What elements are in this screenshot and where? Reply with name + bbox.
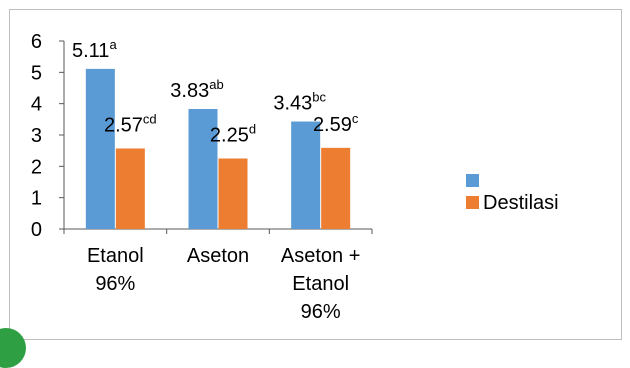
legend-swatch <box>466 174 479 187</box>
data-label: 3.43bc <box>273 90 326 115</box>
data-label: 2.57cd <box>104 111 157 136</box>
y-tick-label: 2 <box>31 156 42 178</box>
x-tick-label: Etanol <box>292 273 349 295</box>
y-tick-label: 1 <box>31 188 42 210</box>
axes: 0 1 2 3 4 5 6 Etanol 96% Aseton Aseton + Etanol 96% <box>31 31 373 323</box>
y-tick-label: 4 <box>31 94 42 116</box>
x-tick-label: Etanol <box>87 245 144 267</box>
x-tick-label: 96% <box>95 273 135 295</box>
data-label: 2.25d <box>210 122 256 147</box>
data-label: 3.83ab <box>170 77 223 102</box>
data-labels: 5.11a 3.83ab 3.43bc 2.57cd 2.25d 2.59c <box>72 37 359 147</box>
bar-series1 <box>291 121 321 229</box>
y-tick-label: 0 <box>31 219 42 241</box>
x-tick-label: Aseton + <box>281 245 361 267</box>
legend-swatch <box>466 196 479 209</box>
bar-destilasi <box>321 147 351 229</box>
bar-series1 <box>188 108 218 229</box>
y-tick-label: 5 <box>31 62 42 84</box>
x-tick-label: Aseton <box>187 245 249 267</box>
legend-label: Destilasi <box>483 192 559 214</box>
x-tick-label: 96% <box>301 301 341 323</box>
data-label: 2.59c <box>313 111 359 136</box>
y-tick-label: 3 <box>31 125 42 147</box>
bar-destilasi <box>218 158 248 229</box>
bar-series1 <box>85 68 115 230</box>
bar-destilasi <box>115 148 145 229</box>
legend: Destilasi <box>466 174 559 214</box>
y-tick-label: 6 <box>31 31 42 53</box>
data-label: 5.11a <box>72 37 117 62</box>
bars <box>85 68 351 230</box>
